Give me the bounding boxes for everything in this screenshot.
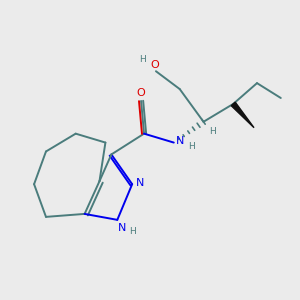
Text: H: H <box>188 142 194 151</box>
Text: H: H <box>129 226 136 236</box>
Text: N: N <box>176 136 184 146</box>
Text: O: O <box>150 60 159 70</box>
Polygon shape <box>231 102 254 128</box>
Text: H: H <box>139 56 146 64</box>
Text: N: N <box>136 178 145 188</box>
Text: O: O <box>137 88 146 98</box>
Text: N: N <box>118 223 126 233</box>
Text: H: H <box>209 127 216 136</box>
